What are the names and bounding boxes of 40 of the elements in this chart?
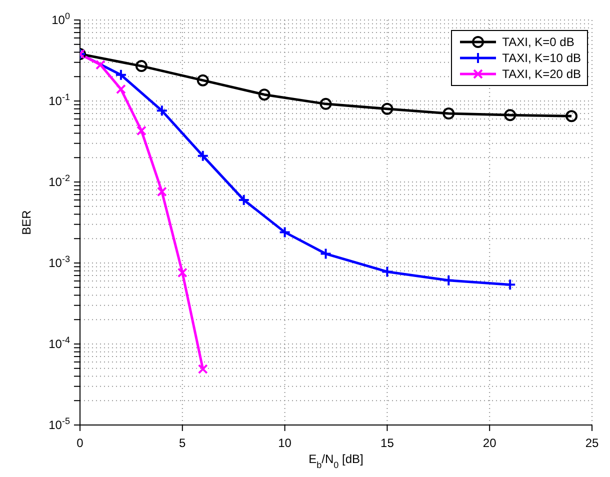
legend-label: TAXI, K=10 dB — [502, 51, 581, 65]
point — [135, 60, 148, 72]
x-axis-title: E$_{b}$/N$_{0}$ [dB] — [308, 452, 364, 470]
point — [198, 364, 208, 374]
point — [156, 104, 168, 117]
y-tick-label: 10$^{-3}$ — [48, 254, 70, 270]
point — [278, 226, 291, 238]
point — [381, 102, 394, 115]
point — [238, 194, 250, 206]
point — [504, 278, 516, 291]
x-tick-label: 15 — [380, 436, 394, 450]
point — [156, 186, 167, 197]
point — [442, 108, 455, 120]
x-tick-label: 20 — [482, 436, 497, 450]
y-axis-title: BER — [19, 210, 34, 235]
point — [177, 268, 188, 278]
y-tick-label: 10$^{-4}$ — [48, 335, 70, 351]
point — [504, 109, 516, 122]
y-tick-label: 10$^{-5}$ — [48, 416, 70, 432]
y-tick-label: 10$^{-2}$ — [48, 173, 70, 189]
legend-label: TAXI, K=0 dB — [502, 35, 574, 49]
legend-label: TAXI, K=20 dB — [502, 67, 581, 81]
x-tick-label: 10 — [278, 436, 292, 450]
y-tick-label: 10$^{0}$ — [52, 11, 70, 27]
point — [95, 60, 106, 70]
point — [320, 248, 332, 260]
y-tick-label: 10$^{-1}$ — [48, 92, 70, 108]
point — [196, 150, 209, 162]
point — [381, 266, 394, 278]
point — [442, 274, 455, 286]
point — [116, 84, 126, 94]
point — [566, 110, 578, 122]
point — [136, 126, 146, 136]
point — [320, 98, 332, 110]
x-tick-label: 0 — [76, 436, 84, 450]
point — [196, 74, 209, 86]
point — [114, 68, 127, 81]
point — [258, 88, 270, 101]
x-tick-label: 5 — [179, 436, 186, 450]
x-tick-label: 25 — [585, 436, 599, 450]
